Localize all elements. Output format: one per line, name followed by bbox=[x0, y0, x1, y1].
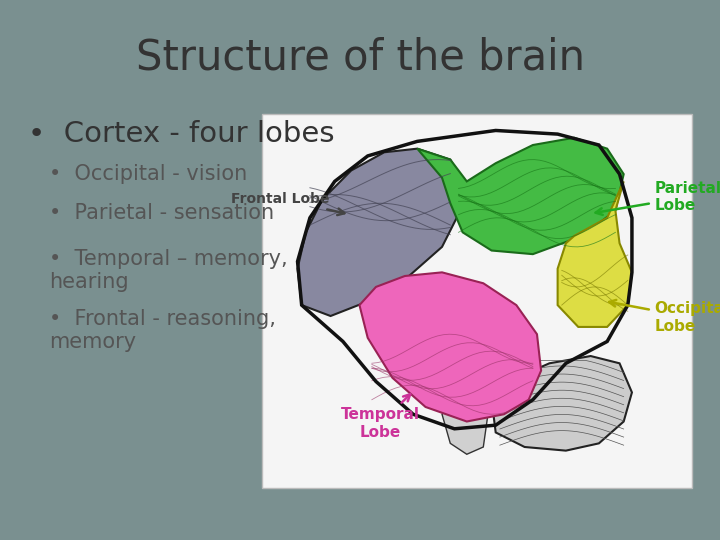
Polygon shape bbox=[557, 181, 632, 327]
Text: Frontal Lobe: Frontal Lobe bbox=[231, 192, 344, 215]
Text: •  Cortex - four lobes: • Cortex - four lobes bbox=[28, 120, 335, 148]
Polygon shape bbox=[297, 148, 463, 316]
FancyBboxPatch shape bbox=[262, 114, 692, 488]
Text: •  Parietal - sensation: • Parietal - sensation bbox=[49, 203, 274, 223]
Polygon shape bbox=[418, 138, 624, 254]
Text: Temporal
Lobe: Temporal Lobe bbox=[341, 394, 420, 440]
Text: Structure of the brain: Structure of the brain bbox=[135, 36, 585, 78]
Polygon shape bbox=[442, 393, 487, 454]
Text: Occipital
Lobe: Occipital Lobe bbox=[609, 300, 720, 334]
Polygon shape bbox=[492, 356, 632, 450]
Text: •  Occipital - vision: • Occipital - vision bbox=[49, 164, 247, 184]
Text: •  Frontal - reasoning,
memory: • Frontal - reasoning, memory bbox=[49, 309, 276, 353]
Polygon shape bbox=[359, 272, 541, 422]
Text: Parietal
Lobe: Parietal Lobe bbox=[595, 181, 720, 215]
Text: •  Temporal – memory,
hearing: • Temporal – memory, hearing bbox=[49, 249, 287, 292]
